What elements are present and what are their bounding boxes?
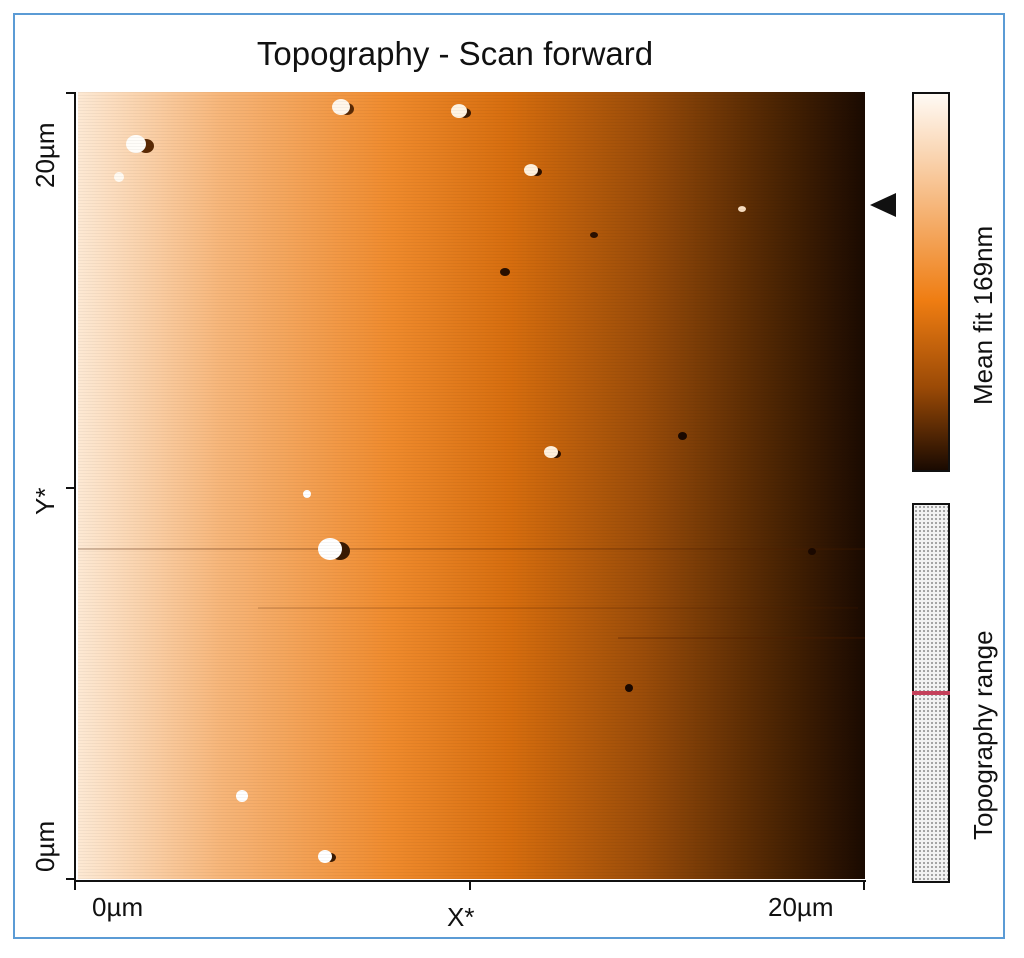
y-axis-tick bbox=[66, 487, 74, 489]
surface-particle bbox=[318, 850, 332, 863]
surface-particle bbox=[126, 135, 146, 153]
x-axis-start-label: 0µm bbox=[92, 892, 144, 922]
surface-particle bbox=[678, 432, 687, 440]
y-axis-tick bbox=[66, 92, 74, 94]
scan-streak bbox=[78, 548, 865, 550]
color-scale-marker-icon[interactable] bbox=[870, 193, 896, 217]
surface-particle bbox=[236, 790, 248, 802]
x-axis-end-label: 20µm bbox=[768, 892, 834, 922]
topography-range-indicator[interactable] bbox=[912, 691, 950, 695]
surface-particle bbox=[625, 684, 633, 692]
surface-particle bbox=[524, 164, 538, 176]
topography-range-label: Topography range bbox=[968, 630, 998, 840]
chart-title: Topography - Scan forward bbox=[256, 35, 654, 72]
scan-streak bbox=[618, 637, 865, 639]
surface-particle bbox=[451, 104, 467, 118]
color-scale-label: Mean fit 169nm bbox=[968, 225, 998, 405]
scan-streak bbox=[258, 607, 858, 609]
surface-particle bbox=[303, 490, 311, 498]
color-scale-bar bbox=[912, 92, 950, 472]
x-axis-tick bbox=[863, 880, 865, 890]
topography-image[interactable] bbox=[78, 92, 865, 879]
y-axis-end-label: 20µm bbox=[30, 122, 60, 188]
surface-particle bbox=[808, 548, 816, 555]
surface-particle bbox=[500, 268, 510, 276]
x-axis-tick bbox=[74, 880, 76, 890]
y-axis-tick bbox=[66, 878, 74, 880]
y-axis-title: Y* bbox=[30, 487, 60, 515]
y-axis-start-label: 0µm bbox=[30, 820, 60, 872]
surface-particle bbox=[332, 99, 350, 115]
surface-particle bbox=[318, 538, 342, 560]
surface-particle bbox=[114, 172, 124, 182]
x-axis-title: X* bbox=[447, 902, 475, 932]
surface-particle bbox=[544, 446, 558, 458]
x-axis-tick bbox=[469, 880, 471, 890]
surface-particle bbox=[590, 232, 598, 238]
surface-particle bbox=[738, 206, 746, 212]
y-axis-line bbox=[74, 92, 76, 882]
